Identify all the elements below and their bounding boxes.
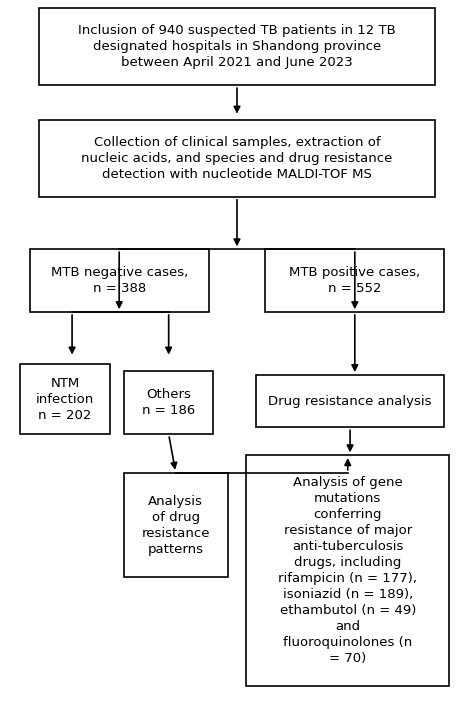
Text: Collection of clinical samples, extraction of
nucleic acids, and species and dru: Collection of clinical samples, extracti…	[82, 136, 392, 181]
Text: Drug resistance analysis: Drug resistance analysis	[268, 395, 432, 407]
FancyBboxPatch shape	[124, 472, 228, 578]
FancyBboxPatch shape	[256, 375, 444, 428]
Text: Others
n = 186: Others n = 186	[142, 388, 195, 417]
FancyBboxPatch shape	[39, 8, 435, 86]
FancyBboxPatch shape	[246, 455, 449, 686]
Text: Inclusion of 940 suspected TB patients in 12 TB
designated hospitals in Shandong: Inclusion of 940 suspected TB patients i…	[78, 25, 396, 69]
Text: Analysis
of drug
resistance
patterns: Analysis of drug resistance patterns	[142, 495, 210, 556]
FancyBboxPatch shape	[20, 365, 110, 435]
FancyBboxPatch shape	[39, 120, 435, 197]
Text: MTB positive cases,
n = 552: MTB positive cases, n = 552	[289, 266, 420, 295]
FancyBboxPatch shape	[30, 250, 209, 312]
FancyBboxPatch shape	[265, 250, 444, 312]
Text: Analysis of gene
mutations
conferring
resistance of major
anti-tuberculosis
drug: Analysis of gene mutations conferring re…	[278, 476, 417, 665]
Text: NTM
infection
n = 202: NTM infection n = 202	[36, 377, 94, 422]
Text: MTB negative cases,
n = 388: MTB negative cases, n = 388	[51, 266, 188, 295]
FancyBboxPatch shape	[124, 372, 213, 435]
